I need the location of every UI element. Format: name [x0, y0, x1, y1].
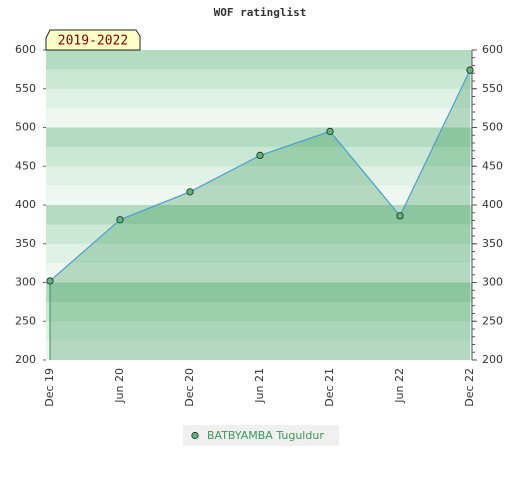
- y2-tick-label: 350: [482, 237, 503, 250]
- y-tick-label: 350: [15, 237, 36, 250]
- area: [50, 70, 470, 361]
- stripe: [46, 205, 472, 225]
- point: [466, 66, 474, 74]
- y-tick-label: 450: [15, 159, 36, 172]
- y-tick-label: 200: [15, 353, 36, 366]
- stripe: [46, 263, 472, 283]
- y2-tick-label: 550: [482, 82, 503, 95]
- point: [186, 188, 194, 196]
- y-tick-label: 300: [15, 276, 36, 289]
- stripe: [46, 321, 472, 342]
- legend-label: BATBYAMBA Tuguldur: [207, 429, 324, 442]
- stripe: [46, 127, 472, 148]
- x-tick-label: Dec 22: [463, 368, 476, 407]
- legend-box: [183, 425, 339, 446]
- point: [46, 277, 54, 285]
- annotation-box: [45, 29, 141, 51]
- x-tick-label: Dec 19: [43, 368, 56, 407]
- x-tick-label: Dec 20: [183, 368, 196, 407]
- point: [326, 127, 334, 135]
- y-tick-label: 550: [15, 82, 36, 95]
- y-tick-label: 400: [15, 198, 36, 211]
- stripe: [46, 243, 472, 264]
- y-tick-label: 600: [15, 43, 36, 56]
- y-tick-label: 250: [15, 314, 36, 327]
- x-tick-label: Jun 22: [393, 368, 406, 404]
- x-tick-label: Jun 21: [253, 368, 266, 404]
- y2-tick-label: 400: [482, 198, 503, 211]
- annotation: 2019-2022: [58, 34, 128, 49]
- y2-tick-label: 500: [482, 121, 503, 134]
- stripe: [46, 108, 472, 128]
- stripe: [46, 88, 472, 109]
- point: [396, 212, 404, 220]
- y2-tick-label: 600: [482, 43, 503, 56]
- y2-tick-label: 450: [482, 159, 503, 172]
- stripe: [46, 301, 472, 322]
- stripe: [46, 166, 472, 187]
- stripe: [46, 224, 472, 245]
- stripe: [46, 69, 472, 90]
- stripe: [46, 185, 472, 206]
- y-tick-label: 500: [15, 121, 36, 134]
- legend-marker: [191, 431, 199, 440]
- point: [116, 216, 124, 224]
- stripe: [46, 50, 472, 70]
- y2-tick-label: 250: [482, 314, 503, 327]
- stripe: [46, 340, 472, 361]
- y2-tick-label: 300: [482, 276, 503, 289]
- x-tick-label: Dec 21: [323, 368, 336, 407]
- stripe: [46, 282, 472, 303]
- chart-title: WOF ratinglist: [214, 6, 307, 19]
- y2-tick-label: 200: [482, 353, 503, 366]
- point: [256, 151, 264, 159]
- x-tick-label: Jun 20: [113, 368, 126, 404]
